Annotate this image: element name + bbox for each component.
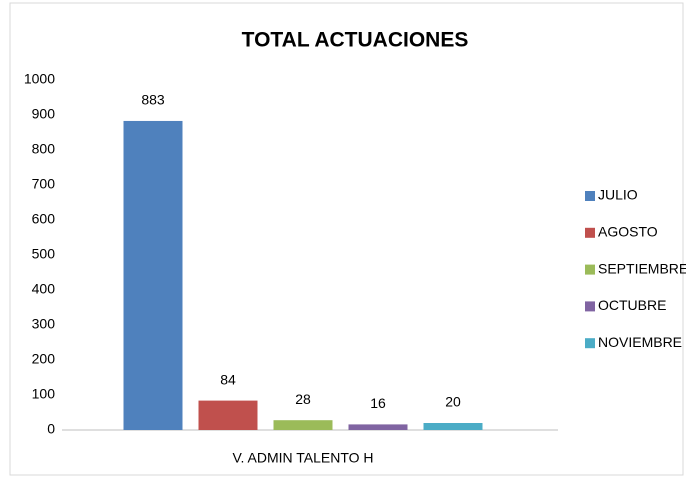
x-tick-label: V. ADMIN TALENTO H bbox=[232, 450, 373, 466]
bar bbox=[273, 420, 333, 430]
data-label: 84 bbox=[220, 371, 236, 387]
data-label: 28 bbox=[295, 391, 311, 407]
y-tick-label: 1000 bbox=[24, 71, 55, 87]
legend-label: AGOSTO bbox=[598, 224, 658, 240]
y-tick-label: 800 bbox=[32, 141, 56, 157]
legend-label: SEPTIEMBRE bbox=[598, 260, 686, 276]
data-label: 20 bbox=[445, 394, 461, 410]
legend-label: OCTUBRE bbox=[598, 297, 666, 313]
y-tick-label: 400 bbox=[32, 281, 56, 297]
bar bbox=[423, 423, 483, 430]
y-tick-label: 0 bbox=[47, 421, 55, 437]
bar bbox=[348, 424, 408, 430]
chart-title: TOTAL ACTUACIONES bbox=[242, 29, 469, 52]
y-tick-label: 900 bbox=[32, 106, 56, 122]
legend-swatch bbox=[585, 301, 595, 312]
y-tick-label: 100 bbox=[32, 386, 56, 402]
legend-swatch bbox=[585, 191, 595, 201]
legend-swatch bbox=[585, 264, 595, 275]
y-tick-label: 500 bbox=[32, 246, 56, 262]
y-tick-label: 700 bbox=[32, 176, 56, 192]
legend-swatch bbox=[585, 338, 595, 349]
y-tick-label: 200 bbox=[32, 351, 56, 367]
legend-swatch bbox=[585, 227, 595, 238]
chart-frame bbox=[9, 2, 684, 476]
data-label: 16 bbox=[370, 395, 386, 411]
legend-label: JULIO bbox=[598, 187, 638, 203]
legend-label: NOVIEMBRE bbox=[598, 334, 682, 350]
bar bbox=[123, 120, 183, 430]
y-tick-label: 600 bbox=[32, 211, 56, 227]
bar bbox=[198, 400, 258, 430]
data-label: 883 bbox=[141, 92, 165, 108]
y-tick-label: 300 bbox=[32, 316, 56, 332]
